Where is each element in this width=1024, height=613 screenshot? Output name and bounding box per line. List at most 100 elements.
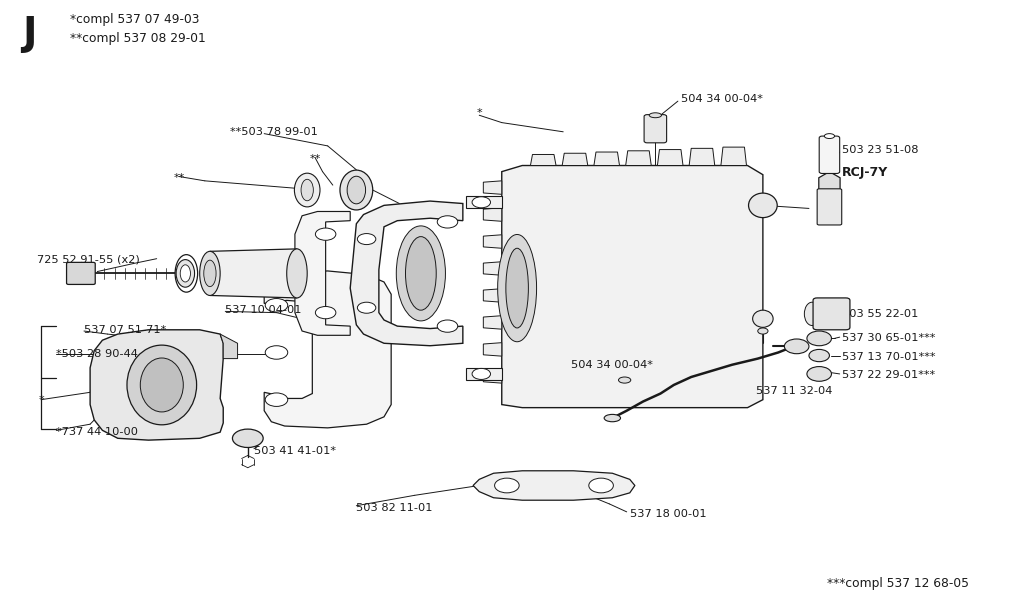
FancyBboxPatch shape <box>644 115 667 143</box>
Polygon shape <box>210 249 297 298</box>
Circle shape <box>232 429 263 447</box>
Text: RCJ-7Y: RCJ-7Y <box>842 166 888 180</box>
Circle shape <box>437 216 458 228</box>
Ellipse shape <box>287 249 307 298</box>
Ellipse shape <box>340 170 373 210</box>
Text: 504 34 00-04*: 504 34 00-04* <box>571 360 653 370</box>
Polygon shape <box>483 181 502 194</box>
Text: 537 11 32-04: 537 11 32-04 <box>756 386 833 396</box>
Text: *737 44 10-00: *737 44 10-00 <box>56 427 138 437</box>
Circle shape <box>784 339 809 354</box>
Ellipse shape <box>127 345 197 425</box>
Polygon shape <box>562 153 588 166</box>
Text: 537 30 65-01***: 537 30 65-01*** <box>842 333 935 343</box>
Polygon shape <box>530 154 556 166</box>
Circle shape <box>472 197 490 208</box>
Text: ***compl 537 12 68-05: ***compl 537 12 68-05 <box>827 577 970 590</box>
Ellipse shape <box>604 414 621 422</box>
Circle shape <box>809 349 829 362</box>
FancyBboxPatch shape <box>819 136 840 173</box>
Polygon shape <box>90 330 223 440</box>
Ellipse shape <box>180 261 193 286</box>
Circle shape <box>589 478 613 493</box>
Polygon shape <box>626 151 651 166</box>
Text: 504 34 00-04*: 504 34 00-04* <box>681 94 763 104</box>
Circle shape <box>315 228 336 240</box>
Text: *: * <box>39 395 44 405</box>
Ellipse shape <box>506 248 528 328</box>
Polygon shape <box>657 150 683 166</box>
Text: 503 55 22-01: 503 55 22-01 <box>842 310 919 319</box>
Polygon shape <box>483 370 502 383</box>
Text: *: * <box>476 109 482 118</box>
Polygon shape <box>466 196 502 208</box>
Text: 503 41 41-01*: 503 41 41-01* <box>254 446 336 455</box>
Ellipse shape <box>396 226 445 321</box>
Text: 537 07 51-71*: 537 07 51-71* <box>84 325 166 335</box>
Circle shape <box>357 302 376 313</box>
Text: *compl 537 07 49-03: *compl 537 07 49-03 <box>70 13 199 26</box>
Circle shape <box>495 478 519 493</box>
Text: *503 28 90-44: *503 28 90-44 <box>56 349 138 359</box>
Ellipse shape <box>649 113 662 118</box>
Polygon shape <box>466 368 502 380</box>
Circle shape <box>265 299 288 312</box>
Ellipse shape <box>824 134 835 139</box>
Circle shape <box>265 393 288 406</box>
Ellipse shape <box>758 328 768 334</box>
Ellipse shape <box>301 179 313 201</box>
Circle shape <box>807 367 831 381</box>
Text: 537 22 29-01***: 537 22 29-01*** <box>842 370 935 380</box>
Ellipse shape <box>140 358 183 412</box>
Text: 503 82 11-01: 503 82 11-01 <box>356 503 433 512</box>
Circle shape <box>357 234 376 245</box>
Polygon shape <box>689 148 715 166</box>
Text: 537 18 00-01: 537 18 00-01 <box>630 509 707 519</box>
Ellipse shape <box>295 173 319 207</box>
Text: **503 78 99-01: **503 78 99-01 <box>230 127 318 137</box>
Circle shape <box>437 320 458 332</box>
Polygon shape <box>483 262 502 275</box>
Text: **: ** <box>310 154 321 164</box>
Ellipse shape <box>805 302 819 326</box>
Circle shape <box>265 346 288 359</box>
Polygon shape <box>295 211 350 335</box>
Ellipse shape <box>406 237 436 310</box>
Polygon shape <box>502 166 763 408</box>
Text: J: J <box>23 15 37 53</box>
Ellipse shape <box>204 260 216 287</box>
Ellipse shape <box>749 193 777 218</box>
FancyBboxPatch shape <box>813 298 850 330</box>
Polygon shape <box>473 471 635 500</box>
Polygon shape <box>819 172 840 196</box>
Text: 537 10 04-01: 537 10 04-01 <box>225 305 302 314</box>
Polygon shape <box>483 235 502 248</box>
Ellipse shape <box>618 377 631 383</box>
Circle shape <box>315 306 336 319</box>
Ellipse shape <box>200 251 220 295</box>
Circle shape <box>807 331 831 346</box>
Polygon shape <box>721 147 746 166</box>
Ellipse shape <box>175 254 198 292</box>
Polygon shape <box>483 316 502 329</box>
Text: **: ** <box>174 173 184 183</box>
Text: 503 23 51-08: 503 23 51-08 <box>842 145 919 155</box>
Polygon shape <box>350 201 463 346</box>
Text: 725 52 91-55 (x2): 725 52 91-55 (x2) <box>37 255 139 265</box>
Ellipse shape <box>176 260 195 287</box>
Polygon shape <box>483 208 502 221</box>
FancyBboxPatch shape <box>817 189 842 225</box>
Text: 537 13 70-01***: 537 13 70-01*** <box>842 352 935 362</box>
Polygon shape <box>264 271 391 428</box>
Text: **compl 537 08 29-01: **compl 537 08 29-01 <box>70 32 206 45</box>
Circle shape <box>472 368 490 379</box>
Ellipse shape <box>498 235 537 342</box>
Polygon shape <box>594 152 620 166</box>
FancyBboxPatch shape <box>67 262 95 284</box>
Ellipse shape <box>753 310 773 327</box>
Polygon shape <box>483 289 502 302</box>
Polygon shape <box>220 334 238 359</box>
Ellipse shape <box>347 177 366 204</box>
Ellipse shape <box>180 265 190 282</box>
Polygon shape <box>483 343 502 356</box>
